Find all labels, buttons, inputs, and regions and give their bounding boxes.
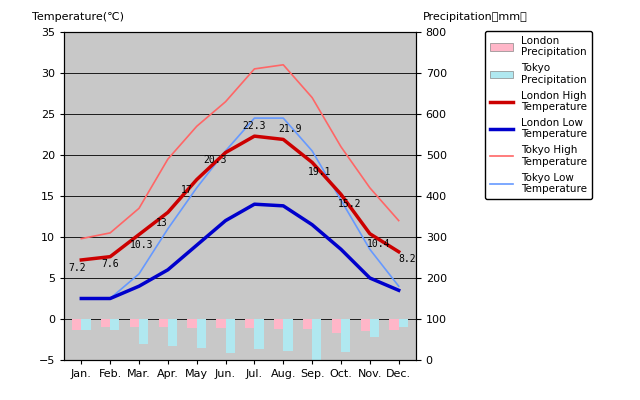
Bar <box>188 319 196 328</box>
Bar <box>110 319 120 330</box>
Text: 15.2: 15.2 <box>338 200 362 210</box>
Bar <box>168 319 177 346</box>
Text: 20.3: 20.3 <box>204 155 227 165</box>
Bar <box>399 319 408 327</box>
Bar <box>360 319 370 331</box>
Bar <box>284 319 292 351</box>
Bar <box>255 319 264 349</box>
Bar <box>332 319 341 333</box>
Text: 10.4: 10.4 <box>367 239 390 249</box>
Text: 17: 17 <box>180 185 193 195</box>
Bar <box>72 319 81 330</box>
Bar <box>245 319 255 328</box>
Bar <box>101 319 110 327</box>
Text: 21.9: 21.9 <box>279 124 302 134</box>
Bar <box>159 319 168 326</box>
Text: 22.3: 22.3 <box>243 121 266 131</box>
Text: 8.2: 8.2 <box>399 254 416 264</box>
Text: 7.2: 7.2 <box>68 263 86 273</box>
Text: Temperature(℃): Temperature(℃) <box>32 12 124 22</box>
Bar <box>196 319 206 348</box>
Bar <box>225 319 235 353</box>
Bar <box>390 319 399 330</box>
Bar <box>341 319 350 352</box>
Bar <box>130 319 139 326</box>
Bar <box>303 319 312 329</box>
Bar <box>274 319 284 329</box>
Legend: London
Precipitation, Tokyo
Precipitation, London High
Temperature, London Low
T: London Precipitation, Tokyo Precipitatio… <box>484 31 592 199</box>
Text: 13: 13 <box>156 218 168 228</box>
Text: 7.6: 7.6 <box>101 259 119 269</box>
Text: 19.1: 19.1 <box>308 168 331 178</box>
Bar <box>139 319 148 344</box>
Text: 10.3: 10.3 <box>130 240 154 250</box>
Text: Precipitation（mm）: Precipitation（mm） <box>423 12 528 22</box>
Bar <box>312 319 321 362</box>
Bar <box>370 319 379 338</box>
Bar <box>81 319 90 330</box>
Bar <box>216 319 225 328</box>
